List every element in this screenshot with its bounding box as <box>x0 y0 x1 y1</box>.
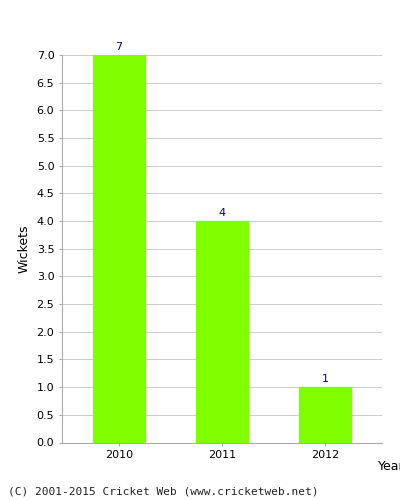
Text: 1: 1 <box>322 374 329 384</box>
Y-axis label: Wickets: Wickets <box>18 224 31 273</box>
Text: (C) 2001-2015 Cricket Web (www.cricketweb.net): (C) 2001-2015 Cricket Web (www.cricketwe… <box>8 486 318 496</box>
X-axis label: Year: Year <box>378 460 400 473</box>
Text: 7: 7 <box>115 42 122 52</box>
Bar <box>300 387 351 442</box>
Text: 4: 4 <box>218 208 226 218</box>
Bar <box>93 55 144 442</box>
Bar <box>196 221 248 442</box>
